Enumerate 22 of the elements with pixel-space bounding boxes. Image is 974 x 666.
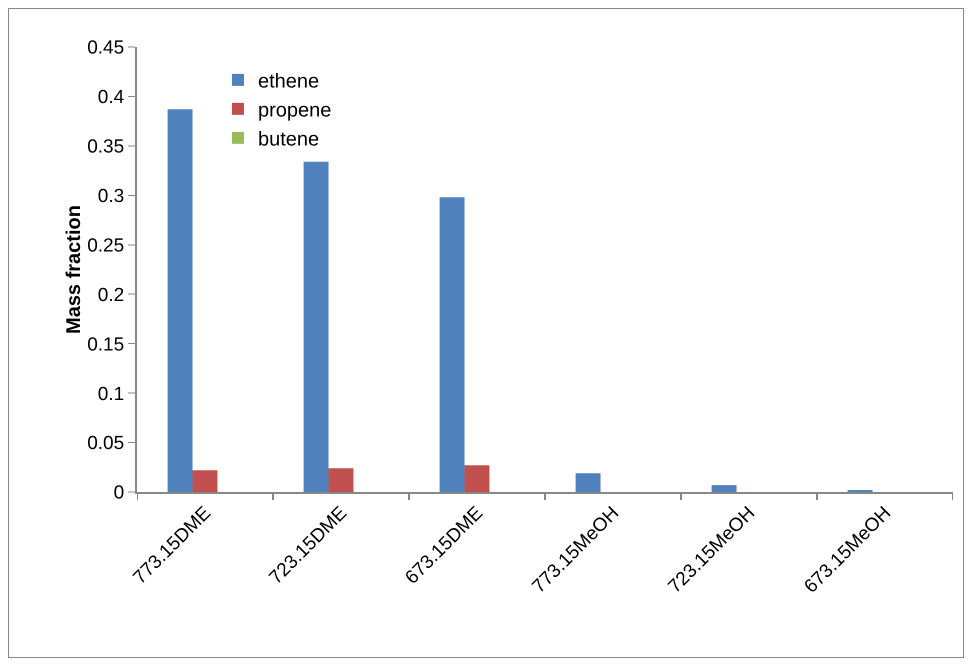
bar [192,470,218,492]
y-tick-label: 0.15 [87,334,124,356]
bar [304,162,329,492]
y-axis-title: Mass fraction [63,205,86,334]
legend-label: butene [258,128,320,151]
legend-label: ethene [258,70,320,93]
bar [440,197,465,492]
y-tick-label: 0.1 [98,384,124,405]
bar [712,485,737,492]
bar [328,468,354,492]
y-tick-label: 0.25 [87,235,124,256]
y-tick-label: 0 [114,482,124,504]
y-tick-label: 0.2 [98,284,124,306]
bar [168,109,193,492]
y-tick-label: 0.45 [87,38,124,59]
bar [464,465,490,492]
y-tick-label: 0.4 [98,87,125,108]
y-tick-label: 0.35 [87,136,124,158]
y-tick-label: 0.3 [98,186,124,207]
bar [576,473,601,492]
legend-label: propene [258,100,332,122]
y-tick-label: 0.05 [87,433,124,454]
